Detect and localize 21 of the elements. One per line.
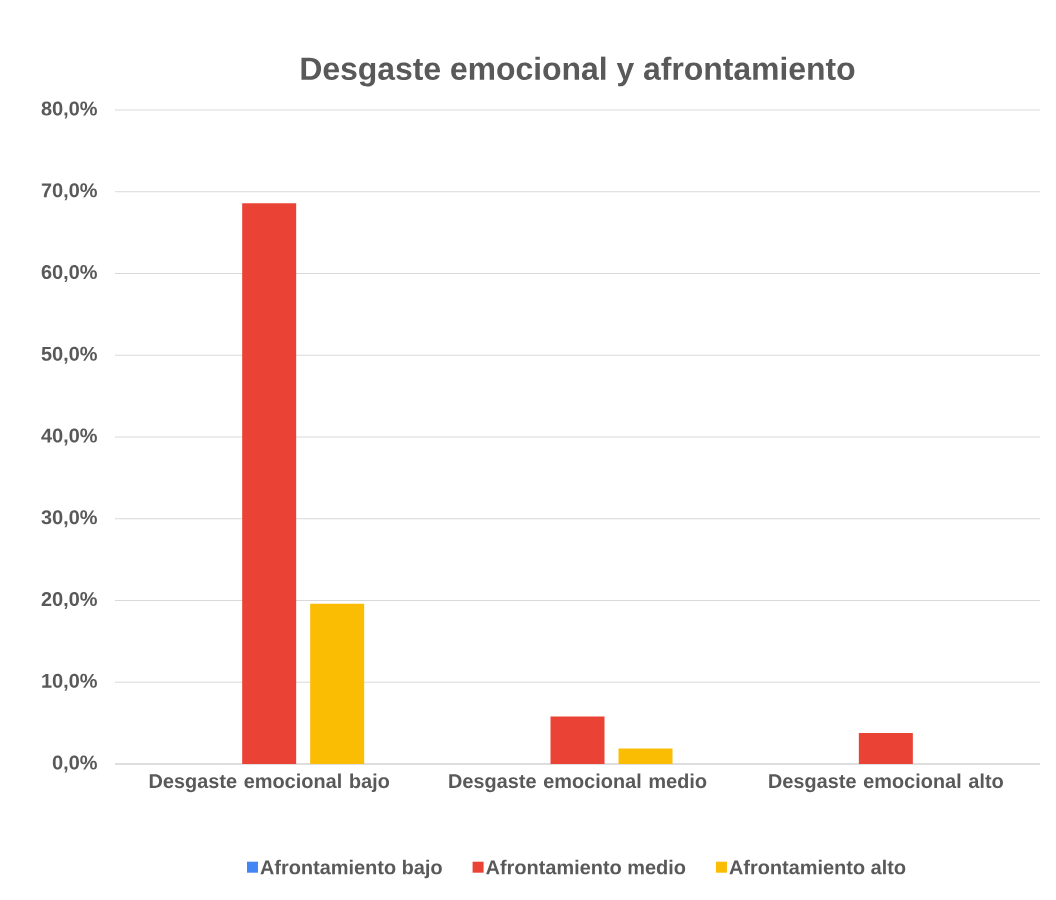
bar [618, 748, 673, 764]
y-tick-label: 40,0% [41, 428, 97, 446]
y-tick-label: 50,0% [41, 346, 97, 364]
bar [550, 716, 605, 764]
bar [858, 732, 913, 764]
y-tick-label: 80,0% [41, 101, 97, 119]
legend-label: Afrontamiento bajo [260, 859, 442, 879]
chart-title: Desgaste emocional y afrontamiento [301, 56, 855, 87]
y-tick-label: 20,0% [41, 591, 97, 609]
y-tick-label: 0,0% [52, 755, 97, 773]
x-tick-label: Desgaste emocional alto [769, 773, 1003, 793]
y-tick-label: 10,0% [42, 673, 97, 691]
legend-label: Afrontamiento alto [729, 859, 906, 875]
bar [242, 203, 297, 764]
y-tick-label: 70,0% [41, 183, 97, 201]
bar [310, 603, 365, 764]
x-tick-label: Desgaste emocional medio [449, 773, 707, 793]
y-tick-label: 60,0% [41, 264, 97, 282]
y-tick-label: 30,0% [41, 510, 97, 528]
x-tick-label: Desgaste emocional bajo [149, 773, 390, 793]
legend-label: Afrontamiento medio [486, 859, 686, 875]
